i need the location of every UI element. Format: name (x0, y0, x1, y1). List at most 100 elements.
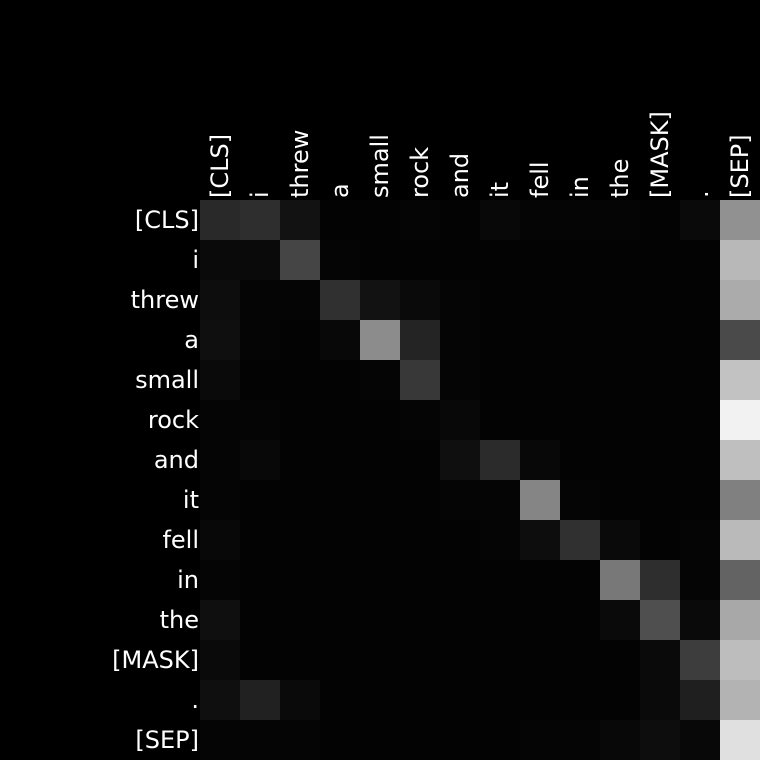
heatmap-cell-r3-c12 (680, 320, 720, 360)
heatmap-cell-r8-c0 (200, 520, 240, 560)
heatmap-cell-r4-c8 (520, 360, 560, 400)
heatmap-cell-r2-c4 (360, 280, 400, 320)
heatmap-cell-r6-c5 (400, 440, 440, 480)
heatmap-cell-r9-c4 (360, 560, 400, 600)
heatmap-cell-r13-c0 (200, 720, 240, 760)
heatmap-cell-r5-c0 (200, 400, 240, 440)
x-tick-label-4: small (366, 134, 394, 198)
y-tick-label-8: fell (162, 526, 199, 554)
heatmap-cell-r12-c11 (640, 680, 680, 720)
heatmap-cell-r4-c12 (680, 360, 720, 400)
heatmap-cell-r9-c10 (600, 560, 640, 600)
heatmap-cell-r6-c7 (480, 440, 520, 480)
heatmap-cell-r10-c5 (400, 600, 440, 640)
heatmap-cell-r7-c5 (400, 480, 440, 520)
heatmap-cell-r7-c0 (200, 480, 240, 520)
x-tick-label-11: [MASK] (646, 111, 674, 198)
heatmap-cell-r3-c0 (200, 320, 240, 360)
heatmap-cell-r11-c4 (360, 640, 400, 680)
x-tick-label-0: [CLS] (206, 134, 234, 198)
heatmap-cell-r2-c6 (440, 280, 480, 320)
heatmap-cell-r5-c11 (640, 400, 680, 440)
heatmap-cell-r10-c13 (720, 600, 760, 640)
heatmap-cell-r8-c10 (600, 520, 640, 560)
heatmap-cell-r6-c3 (320, 440, 360, 480)
heatmap-cell-r11-c12 (680, 640, 720, 680)
heatmap-cell-r12-c10 (600, 680, 640, 720)
heatmap-cell-r5-c12 (680, 400, 720, 440)
heatmap-cell-r9-c11 (640, 560, 680, 600)
heatmap-cell-r6-c11 (640, 440, 680, 480)
heatmap-cell-r3-c2 (280, 320, 320, 360)
heatmap-cell-r13-c2 (280, 720, 320, 760)
heatmap-cell-r7-c3 (320, 480, 360, 520)
heatmap-cell-r10-c9 (560, 600, 600, 640)
heatmap-cell-r4-c10 (600, 360, 640, 400)
x-tick-label-5: rock (406, 147, 434, 198)
heatmap-cell-r8-c5 (400, 520, 440, 560)
heatmap-cell-r1-c3 (320, 240, 360, 280)
heatmap-cell-r13-c6 (440, 720, 480, 760)
heatmap-cell-r2-c9 (560, 280, 600, 320)
heatmap-cell-r12-c8 (520, 680, 560, 720)
heatmap-cell-r4-c0 (200, 360, 240, 400)
y-tick-label-1: i (192, 246, 199, 274)
heatmap-cell-r10-c8 (520, 600, 560, 640)
heatmap-cell-r13-c10 (600, 720, 640, 760)
heatmap-cell-r4-c6 (440, 360, 480, 400)
heatmap-cell-r11-c10 (600, 640, 640, 680)
heatmap-cell-r12-c2 (280, 680, 320, 720)
heatmap-cell-r10-c2 (280, 600, 320, 640)
heatmap-cell-r0-c12 (680, 200, 720, 240)
heatmap-cell-r5-c10 (600, 400, 640, 440)
heatmap-cell-r8-c11 (640, 520, 680, 560)
heatmap-cell-r3-c8 (520, 320, 560, 360)
heatmap-cell-r12-c5 (400, 680, 440, 720)
heatmap-cell-r9-c3 (320, 560, 360, 600)
heatmap-cell-r5-c5 (400, 400, 440, 440)
heatmap-cell-r3-c5 (400, 320, 440, 360)
heatmap-cell-r1-c0 (200, 240, 240, 280)
heatmap-cell-r4-c13 (720, 360, 760, 400)
y-tick-label-11: [MASK] (112, 646, 199, 674)
heatmap-cell-r6-c8 (520, 440, 560, 480)
heatmap-cell-r6-c6 (440, 440, 480, 480)
heatmap-cell-r0-c8 (520, 200, 560, 240)
heatmap-cell-r8-c7 (480, 520, 520, 560)
heatmap-cell-r1-c6 (440, 240, 480, 280)
heatmap-cell-r9-c6 (440, 560, 480, 600)
heatmap-cell-r11-c8 (520, 640, 560, 680)
heatmap-cell-r7-c13 (720, 480, 760, 520)
heatmap-cell-r13-c7 (480, 720, 520, 760)
heatmap-cell-r0-c5 (400, 200, 440, 240)
heatmap-cell-r5-c8 (520, 400, 560, 440)
y-tick-label-10: the (160, 606, 199, 634)
heatmap-cell-r13-c11 (640, 720, 680, 760)
x-tick-label-1: i (246, 191, 274, 198)
heatmap-cell-r13-c12 (680, 720, 720, 760)
heatmap-cell-r0-c6 (440, 200, 480, 240)
heatmap-cell-r1-c5 (400, 240, 440, 280)
heatmap-cell-r3-c1 (240, 320, 280, 360)
heatmap-cell-r11-c6 (440, 640, 480, 680)
heatmap-cell-r0-c0 (200, 200, 240, 240)
heatmap-cell-r2-c1 (240, 280, 280, 320)
heatmap-cell-r0-c10 (600, 200, 640, 240)
heatmap-cell-r0-c13 (720, 200, 760, 240)
heatmap-cell-r1-c2 (280, 240, 320, 280)
heatmap-cell-r0-c1 (240, 200, 280, 240)
heatmap-cell-r12-c6 (440, 680, 480, 720)
heatmap-cell-r6-c12 (680, 440, 720, 480)
heatmap-cell-r2-c5 (400, 280, 440, 320)
heatmap-cell-r0-c4 (360, 200, 400, 240)
heatmap-cell-r4-c1 (240, 360, 280, 400)
heatmap-cell-r10-c0 (200, 600, 240, 640)
heatmap-cell-r7-c8 (520, 480, 560, 520)
y-tick-label-9: in (177, 566, 199, 594)
y-tick-label-4: small (135, 366, 199, 394)
heatmap-cell-r13-c5 (400, 720, 440, 760)
y-tick-label-6: and (154, 446, 199, 474)
heatmap-cell-r8-c3 (320, 520, 360, 560)
heatmap-cell-r4-c9 (560, 360, 600, 400)
